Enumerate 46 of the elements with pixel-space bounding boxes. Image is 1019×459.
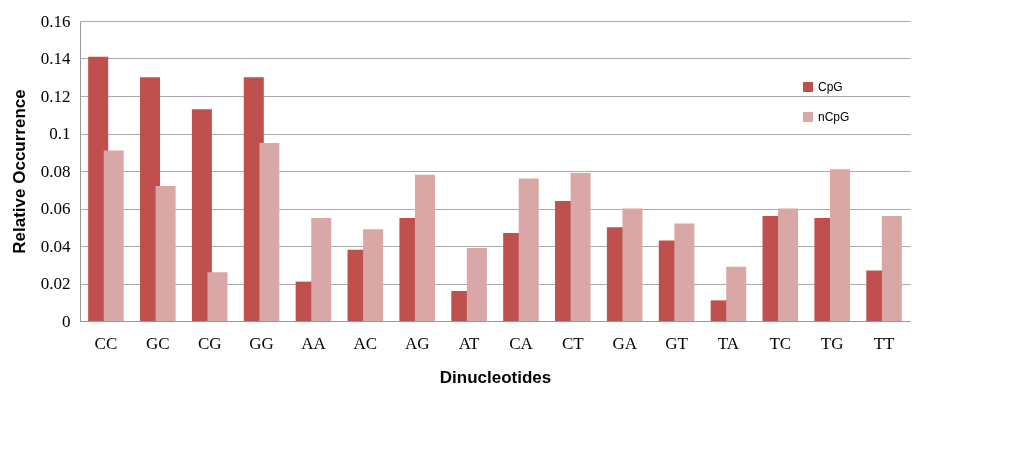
y-tick-label: 0.16 <box>40 11 71 31</box>
x-tick-label: AG <box>404 333 430 353</box>
legend-label: nCpG <box>818 110 850 124</box>
y-tick-label: 0.1 <box>49 124 71 143</box>
x-tick-label: GC <box>146 333 170 353</box>
x-tick-label: TC <box>769 333 792 353</box>
y-tick-label: 0.08 <box>40 161 71 181</box>
y-tick-label: 0.02 <box>40 274 71 293</box>
bar <box>363 229 384 321</box>
x-tick-label: CA <box>509 333 534 353</box>
bar <box>466 247 487 321</box>
x-tick-label: TA <box>717 333 740 353</box>
x-tick-label: GT <box>665 333 689 353</box>
bar <box>259 142 280 321</box>
bar <box>829 169 850 321</box>
bar <box>674 223 695 321</box>
bar <box>103 150 124 321</box>
bar <box>622 208 643 321</box>
bar <box>207 272 228 321</box>
y-tick-label: 0.12 <box>40 86 71 106</box>
y-tick-label: 0.06 <box>40 199 71 218</box>
x-tick-label: AA <box>301 333 327 353</box>
bar <box>414 174 435 321</box>
bar <box>881 216 902 321</box>
x-tick-label: AT <box>458 333 481 353</box>
x-tick-label: AC <box>353 333 378 353</box>
bar <box>778 208 799 321</box>
bar <box>518 178 539 321</box>
bar <box>570 172 591 321</box>
y-axis-title: Relative Occurrence <box>9 89 29 254</box>
x-tick-label: GA <box>612 333 638 353</box>
x-tick-label: TT <box>873 333 896 353</box>
y-tick-label: 0.14 <box>40 49 71 68</box>
bar <box>191 109 212 321</box>
bar <box>155 186 176 321</box>
x-tick-label: CG <box>197 333 222 353</box>
bar <box>726 266 747 321</box>
legend-label: CpG <box>818 80 843 94</box>
x-axis-title: Dinucleotides <box>439 367 552 387</box>
x-tick-label: GG <box>249 333 274 353</box>
x-tick-label: CC <box>94 333 118 353</box>
bar <box>311 217 332 321</box>
y-tick-label: 0 <box>62 311 71 331</box>
y-tick-label: 0.04 <box>40 236 71 256</box>
x-tick-label: TG <box>820 333 844 353</box>
x-tick-label: CT <box>561 333 585 353</box>
